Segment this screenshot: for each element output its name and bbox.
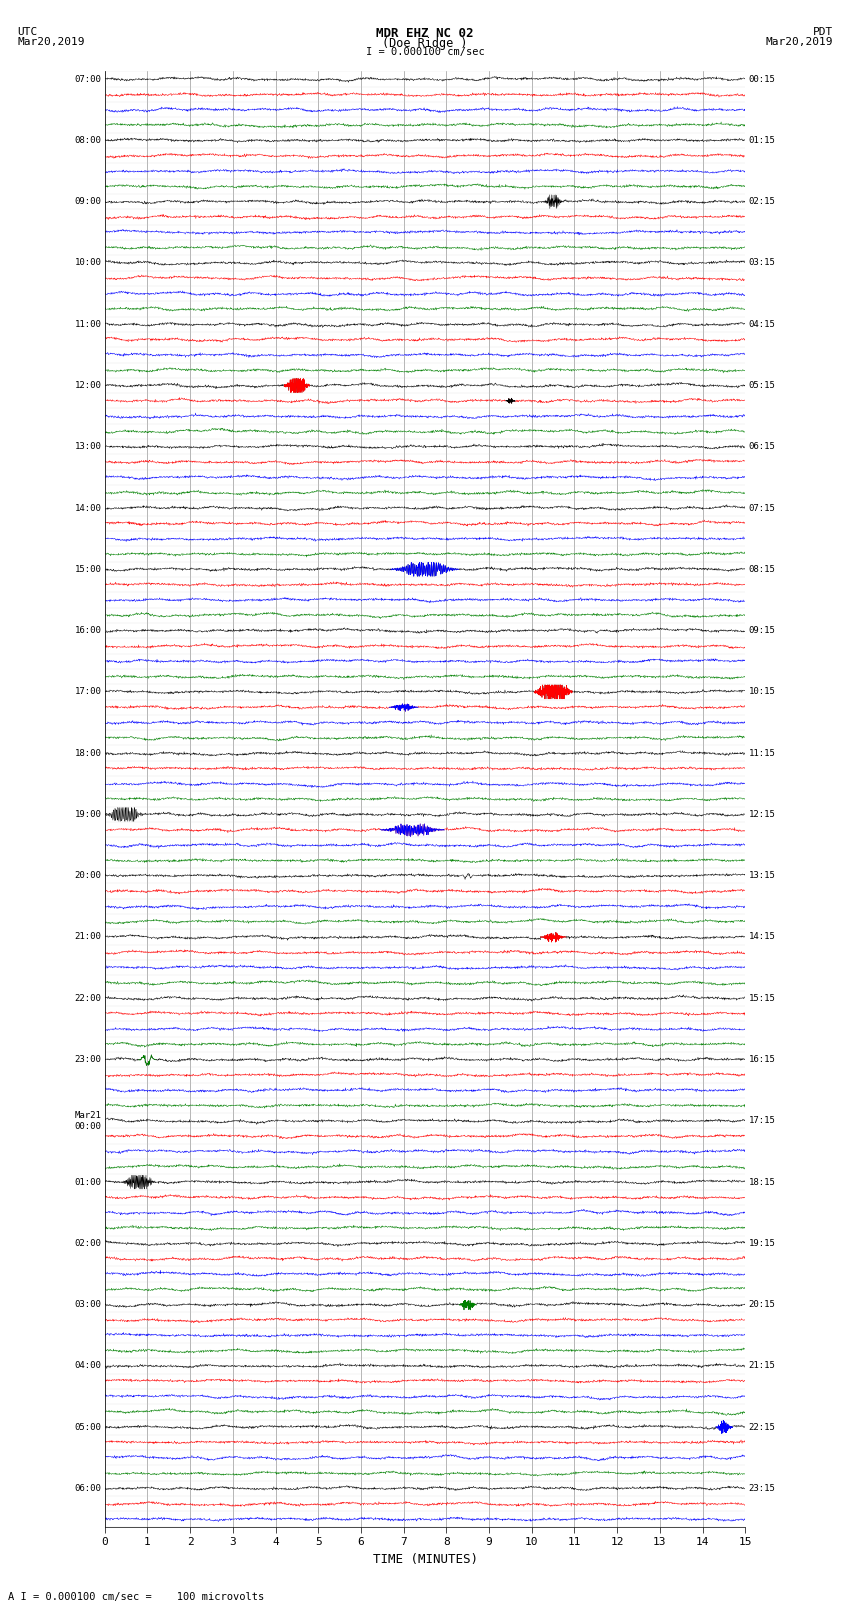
Text: 19:00: 19:00 xyxy=(75,810,101,819)
Text: 12:15: 12:15 xyxy=(749,810,775,819)
Text: UTC: UTC xyxy=(17,27,37,37)
Text: 07:00: 07:00 xyxy=(75,74,101,84)
Text: 17:00: 17:00 xyxy=(75,687,101,697)
X-axis label: TIME (MINUTES): TIME (MINUTES) xyxy=(372,1553,478,1566)
Text: 05:15: 05:15 xyxy=(749,381,775,390)
Text: 11:15: 11:15 xyxy=(749,748,775,758)
Text: 13:00: 13:00 xyxy=(75,442,101,452)
Text: 17:15: 17:15 xyxy=(749,1116,775,1126)
Text: 22:15: 22:15 xyxy=(749,1423,775,1432)
Text: 20:00: 20:00 xyxy=(75,871,101,881)
Text: 22:00: 22:00 xyxy=(75,994,101,1003)
Text: I = 0.000100 cm/sec: I = 0.000100 cm/sec xyxy=(366,47,484,56)
Text: 14:00: 14:00 xyxy=(75,503,101,513)
Text: 01:15: 01:15 xyxy=(749,135,775,145)
Text: 04:15: 04:15 xyxy=(749,319,775,329)
Text: Mar20,2019: Mar20,2019 xyxy=(766,37,833,47)
Text: 20:15: 20:15 xyxy=(749,1300,775,1310)
Text: 08:15: 08:15 xyxy=(749,565,775,574)
Text: 21:15: 21:15 xyxy=(749,1361,775,1371)
Text: (Doe Ridge ): (Doe Ridge ) xyxy=(382,37,468,50)
Text: 10:15: 10:15 xyxy=(749,687,775,697)
Text: 03:15: 03:15 xyxy=(749,258,775,268)
Text: 06:15: 06:15 xyxy=(749,442,775,452)
Text: MDR EHZ NC 02: MDR EHZ NC 02 xyxy=(377,27,473,40)
Text: 04:00: 04:00 xyxy=(75,1361,101,1371)
Text: 02:00: 02:00 xyxy=(75,1239,101,1248)
Text: 23:15: 23:15 xyxy=(749,1484,775,1494)
Text: PDT: PDT xyxy=(813,27,833,37)
Text: 12:00: 12:00 xyxy=(75,381,101,390)
Text: 11:00: 11:00 xyxy=(75,319,101,329)
Text: 09:15: 09:15 xyxy=(749,626,775,636)
Text: 02:15: 02:15 xyxy=(749,197,775,206)
Text: 15:15: 15:15 xyxy=(749,994,775,1003)
Text: 18:00: 18:00 xyxy=(75,748,101,758)
Text: Mar21
00:00: Mar21 00:00 xyxy=(75,1111,101,1131)
Text: 13:15: 13:15 xyxy=(749,871,775,881)
Text: 09:00: 09:00 xyxy=(75,197,101,206)
Text: Mar20,2019: Mar20,2019 xyxy=(17,37,84,47)
Text: 23:00: 23:00 xyxy=(75,1055,101,1065)
Text: 16:00: 16:00 xyxy=(75,626,101,636)
Text: 19:15: 19:15 xyxy=(749,1239,775,1248)
Text: 14:15: 14:15 xyxy=(749,932,775,942)
Text: 01:00: 01:00 xyxy=(75,1177,101,1187)
Text: 21:00: 21:00 xyxy=(75,932,101,942)
Text: 08:00: 08:00 xyxy=(75,135,101,145)
Text: 15:00: 15:00 xyxy=(75,565,101,574)
Text: A I = 0.000100 cm/sec =    100 microvolts: A I = 0.000100 cm/sec = 100 microvolts xyxy=(8,1592,264,1602)
Text: 06:00: 06:00 xyxy=(75,1484,101,1494)
Text: 18:15: 18:15 xyxy=(749,1177,775,1187)
Text: 03:00: 03:00 xyxy=(75,1300,101,1310)
Text: 16:15: 16:15 xyxy=(749,1055,775,1065)
Text: 10:00: 10:00 xyxy=(75,258,101,268)
Text: 05:00: 05:00 xyxy=(75,1423,101,1432)
Text: 07:15: 07:15 xyxy=(749,503,775,513)
Text: 00:15: 00:15 xyxy=(749,74,775,84)
